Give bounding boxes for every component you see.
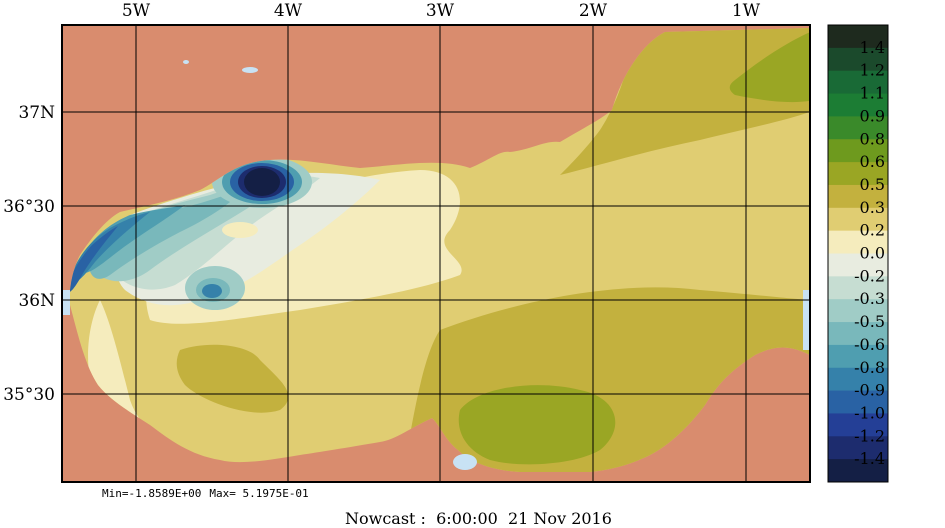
colorbar-level-label: 0.9: [860, 106, 885, 125]
colorbar-level-label: -0.2: [854, 266, 885, 285]
colorbar-swatch: [828, 93, 888, 117]
colorbar: 1.4 1.2 1.1 0.9 0.8 0.6 0.5 0.3 0.2 0.0 -0.2 -0.3 -0…: [827, 24, 889, 483]
contour-0-3-north: [560, 28, 810, 175]
colorbar-swatch: [828, 116, 888, 140]
colorbar-swatch: [828, 276, 888, 300]
colorbar-level-label: -0.3: [854, 289, 885, 308]
latitude-label: 35°30: [3, 385, 55, 405]
colorbar-level-label: -1.4: [854, 449, 885, 468]
colorbar-level-label: -0.6: [854, 335, 885, 354]
footer-label: Nowcast :: [345, 509, 426, 528]
lagoon: [453, 454, 477, 470]
contour-0-3-west: [176, 344, 289, 413]
latitude-label: 36N: [18, 291, 55, 311]
contour-0-5-north: [729, 30, 810, 103]
colorbar-level-label: -1.2: [854, 426, 885, 445]
colorbar-swatch: [828, 344, 888, 369]
colorbar-swatch: [828, 299, 888, 323]
contour-neg-0-6: [88, 188, 246, 279]
colorbar-swatch: [828, 230, 888, 254]
colorbar-level-label: 0.8: [860, 129, 885, 148]
longitude-label: 2W: [579, 1, 608, 21]
max-value: Max= 5.1975E-01: [209, 487, 309, 500]
reservoir-1: [242, 67, 258, 73]
colorbar-swatch: [828, 436, 888, 460]
colorbar-swatch: [828, 390, 888, 414]
footer-date: 21 Nov 2016: [507, 509, 612, 528]
colorbar-swatch: [828, 25, 888, 49]
longitude-label: 3W: [426, 1, 455, 21]
contour-neg-0-8: [75, 205, 185, 274]
strait-water: [62, 290, 70, 315]
latitude-labels: 37N 36°30 36N 35°30: [3, 103, 55, 405]
colorbar-level-label: 0.0: [860, 244, 885, 263]
timestamp-footer: Nowcast : 6:00:00 21 Nov 2016: [345, 509, 612, 528]
map-border: [61, 24, 811, 483]
latitude-label: 36°30: [3, 197, 55, 217]
contour-neg-1-0: [69, 226, 118, 293]
colorbar-level-label: 0.6: [860, 152, 885, 171]
eddy-core: [244, 168, 280, 196]
colorbar-border: [827, 24, 889, 483]
footer-time: 6:00:00: [436, 509, 498, 528]
latitude-label: 37N: [18, 103, 55, 123]
longitude-label: 5W: [122, 1, 151, 21]
colorbar-level-label: 0.2: [860, 221, 885, 240]
colorbar-level-label: 1.2: [860, 61, 885, 80]
reservoir-2: [183, 60, 189, 64]
longitude-label: 4W: [274, 1, 303, 21]
min-value: Min=-1.8589E+00: [102, 487, 202, 500]
colorbar-level-label: 1.1: [860, 84, 885, 103]
colorbar-level-label: 1.4: [860, 38, 885, 57]
small-eddy-core: [202, 284, 222, 298]
min-max-stats: Min=-1.8589E+00 Max= 5.1975E-01: [102, 487, 317, 500]
colorbar-swatch: [828, 139, 888, 163]
contour-neg-0-9: [70, 212, 150, 284]
colorbar-swatch: [828, 253, 888, 277]
light-patch: [222, 222, 258, 238]
colorbar-swatch: [828, 184, 888, 209]
colorbar-swatch: [828, 459, 888, 483]
colorbar-swatch: [828, 70, 888, 95]
colorbar-level-label: -0.5: [854, 312, 885, 331]
colorbar-level-label: -0.9: [854, 381, 885, 400]
colorbar-swatch: [828, 207, 888, 232]
colorbar-swatch: [828, 367, 888, 392]
colorbar-swatch: [828, 322, 888, 346]
colorbar-swatch: [828, 47, 888, 72]
colorbar-swatch: [828, 413, 888, 437]
longitude-labels: 5W 4W 3W 2W 1W: [122, 1, 761, 21]
graticule: [62, 25, 810, 482]
colorbar-level-label: -1.0: [854, 403, 885, 422]
east-edge-water: [803, 290, 810, 350]
colorbar-level-label: 0.3: [860, 198, 885, 217]
longitude-label: 1W: [732, 1, 761, 21]
water-features: [62, 60, 810, 470]
colorbar-level-label: -0.8: [854, 358, 885, 377]
colorbar-level-label: 0.5: [860, 175, 885, 194]
colorbar-swatch: [828, 162, 888, 186]
contour-0-5-south: [458, 385, 616, 465]
